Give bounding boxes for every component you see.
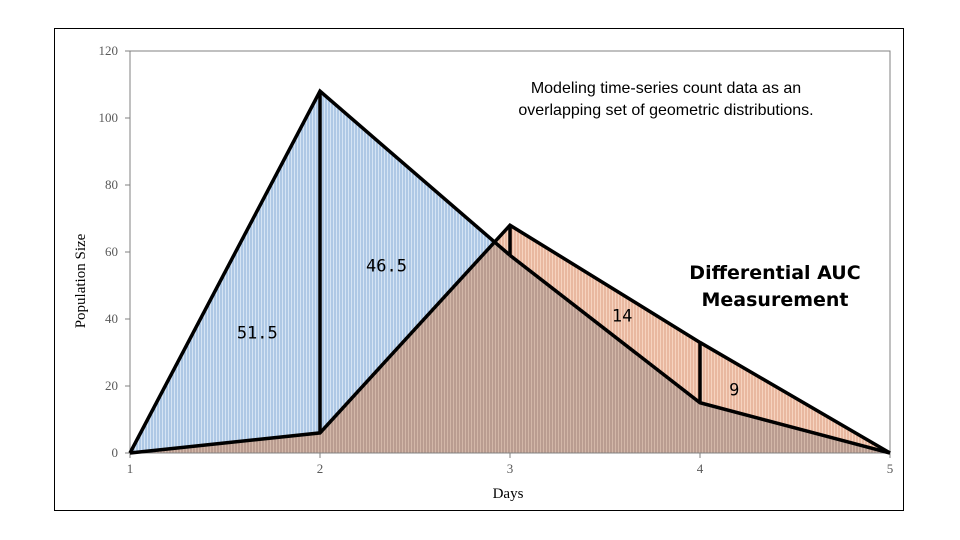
area-value-label: 9 — [729, 380, 739, 400]
y-tick-label: 120 — [99, 43, 119, 58]
y-tick-label: 60 — [105, 244, 118, 259]
y-tick-label: 40 — [105, 311, 118, 326]
area-value-label: 46.5 — [366, 256, 407, 276]
callout-line-1: Differential AUC — [689, 262, 860, 284]
y-tick-label: 100 — [99, 110, 119, 125]
area-value-label: 14 — [612, 307, 632, 327]
x-tick-label: 4 — [697, 461, 704, 476]
chart-frame: 0 20 40 60 80 100 120 1 2 3 4 5 51.5 46.5 14 9 Modelin… — [54, 28, 904, 511]
y-tick-label: 0 — [112, 445, 119, 460]
overlap-area — [130, 242, 890, 453]
y-axis-title: Population Size — [73, 233, 89, 328]
y-tick-label: 80 — [105, 177, 118, 192]
area-value-label: 51.5 — [237, 323, 278, 343]
x-axis-title: Days — [493, 486, 524, 502]
x-tick-label: 2 — [317, 461, 324, 476]
chart-plot: 0 20 40 60 80 100 120 1 2 3 4 5 51.5 46.5 14 9 Modelin… — [73, 43, 894, 502]
x-tick-label: 5 — [887, 461, 894, 476]
annotation-line-2: overlapping set of geometric distributio… — [518, 102, 813, 119]
annotation-line-1: Modeling time-series count data as an — [531, 80, 801, 97]
x-tick-label: 3 — [507, 461, 514, 476]
y-tick-label: 20 — [105, 378, 118, 393]
callout-line-2: Measurement — [702, 289, 849, 311]
series-line-blue — [128, 88, 512, 454]
x-tick-label: 1 — [127, 461, 134, 476]
